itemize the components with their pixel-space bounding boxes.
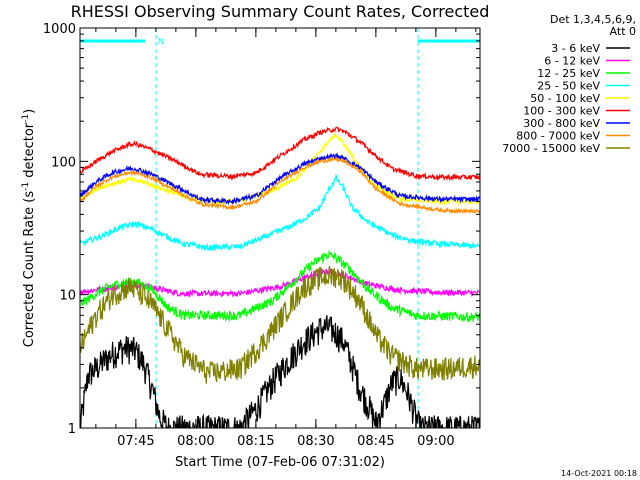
legend-header: Det 1,3,4,5,6,9, bbox=[550, 13, 636, 26]
series-line bbox=[80, 249, 480, 323]
night-bar bbox=[80, 39, 145, 43]
series-line bbox=[80, 173, 480, 252]
legend-label: 50 - 100 keV bbox=[530, 92, 600, 105]
legend-label: 7000 - 15000 keV bbox=[502, 142, 600, 155]
y-tick-label: 1000 bbox=[43, 22, 76, 37]
x-tick-label: 08:30 bbox=[297, 434, 334, 449]
x-tick-label: 09:00 bbox=[417, 434, 454, 449]
night-bar bbox=[418, 39, 480, 43]
y-tick-label: 10 bbox=[59, 289, 76, 304]
plot-frame bbox=[79, 27, 481, 429]
x-axis-label: Start Time (07-Feb-06 07:31:02) bbox=[175, 455, 385, 470]
legend-label: 6 - 12 keV bbox=[544, 55, 600, 68]
footer-timestamp: 14-Oct-2021 00:18 bbox=[561, 469, 637, 478]
series-line bbox=[80, 155, 480, 215]
legend-label: 800 - 7000 keV bbox=[516, 130, 600, 143]
x-tick-label: 08:00 bbox=[177, 434, 214, 449]
legend-label: 12 - 25 keV bbox=[537, 67, 600, 80]
legend-label: 3 - 6 keV bbox=[551, 42, 600, 55]
series-line bbox=[80, 315, 480, 428]
night-marker-label: N bbox=[158, 37, 164, 46]
legend-label: 300 - 800 keV bbox=[523, 117, 600, 130]
series-line bbox=[80, 126, 480, 182]
legend-label: 25 - 50 keV bbox=[537, 80, 600, 93]
series-line bbox=[80, 131, 480, 206]
x-tick-label: 08:45 bbox=[357, 434, 394, 449]
series-group bbox=[80, 126, 480, 428]
y-axis-label: Corrected Count Rate (s-1 detector-1) bbox=[21, 109, 37, 347]
x-tick-label: 07:45 bbox=[117, 434, 154, 449]
x-tick-label: 08:15 bbox=[237, 434, 274, 449]
legend-header: Att 0 bbox=[610, 25, 636, 38]
y-tick-label: 100 bbox=[51, 155, 76, 170]
legend-label: 100 - 300 keV bbox=[523, 105, 600, 118]
series-line bbox=[80, 266, 480, 384]
chart-title: RHESSI Observing Summary Count Rates, Co… bbox=[71, 2, 490, 21]
y-tick-label: 1 bbox=[68, 422, 76, 437]
plot-area: N 1 10 100 1000 07:45 08:00 08:15 08:30 08:45 09:0… bbox=[43, 22, 481, 449]
series-line bbox=[80, 152, 480, 206]
